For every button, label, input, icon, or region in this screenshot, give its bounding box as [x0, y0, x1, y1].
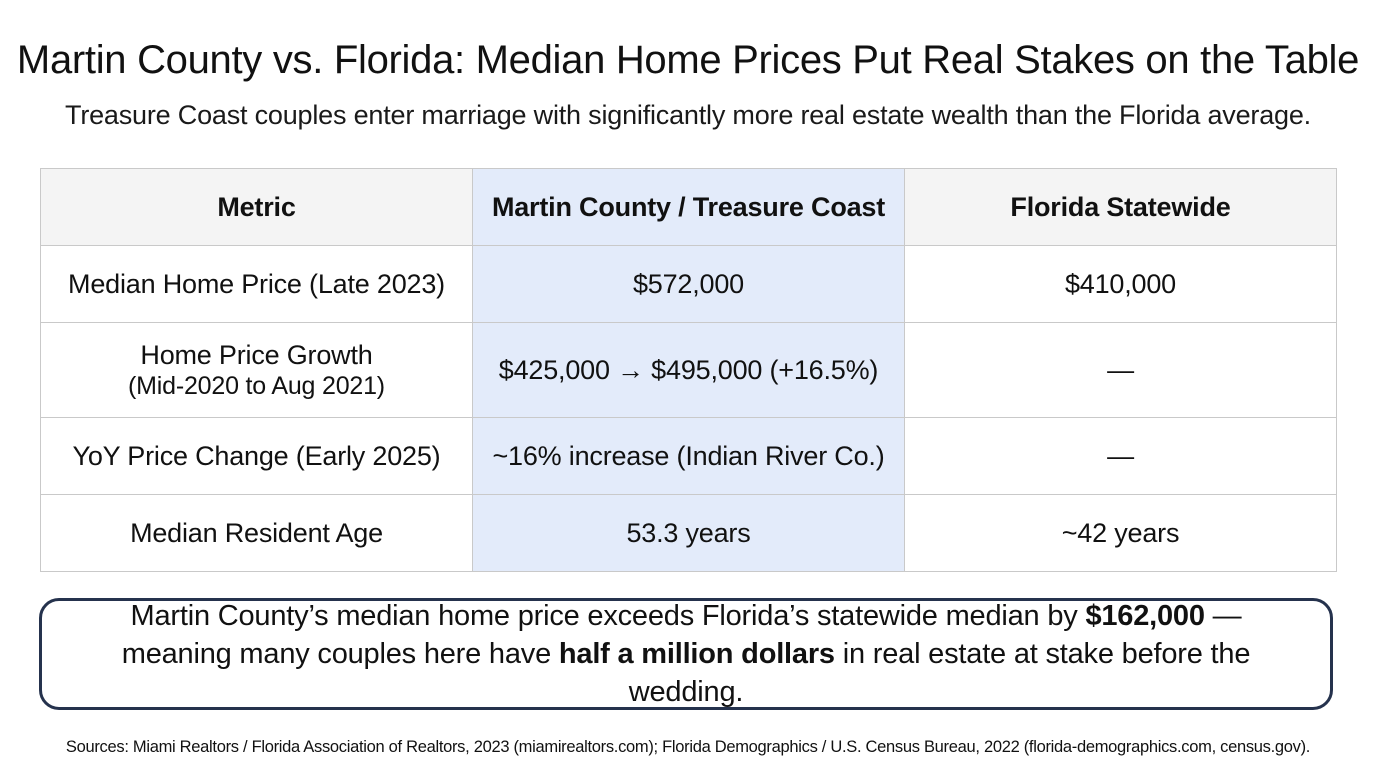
comparison-table: Metric Martin County / Treasure Coast Fl…	[40, 168, 1337, 572]
florida-value: ~42 years	[904, 494, 1337, 572]
table-row: YoY Price Change (Early 2025) ~16% incre…	[40, 417, 1337, 495]
florida-value: —	[904, 417, 1337, 495]
metric-cell: YoY Price Change (Early 2025)	[40, 417, 473, 495]
chart-subtitle: Treasure Coast couples enter marriage wi…	[65, 100, 1311, 130]
key-takeaway-callout: Martin County’s median home price exceed…	[39, 598, 1333, 710]
metric-label: Home Price Growth	[140, 340, 373, 370]
florida-value: —	[904, 322, 1337, 418]
metric-cell: Home Price Growth (Mid-2020 to Aug 2021)	[40, 322, 473, 418]
chart-title: Martin County vs. Florida: Median Home P…	[16, 38, 1360, 82]
metric-label: Median Home Price (Late 2023)	[68, 269, 445, 299]
table-row: Home Price Growth (Mid-2020 to Aug 2021)…	[40, 322, 1337, 418]
florida-value: $410,000	[904, 245, 1337, 323]
column-header-metric: Metric	[40, 168, 473, 246]
callout-text-part-3: in real estate at stake before the weddi…	[628, 638, 1251, 708]
martin-county-value: ~16% increase (Indian River Co.)	[472, 417, 905, 495]
metric-label: YoY Price Change (Early 2025)	[72, 441, 441, 471]
metric-cell: Median Home Price (Late 2023)	[40, 245, 473, 323]
table-row: Median Home Price (Late 2023) $572,000 $…	[40, 245, 1337, 323]
callout-highlight-amount: half a million dollars	[558, 638, 835, 670]
column-header-florida-statewide: Florida Statewide	[904, 168, 1337, 246]
callout-text-part-2: — meaning many couples here have	[121, 600, 1242, 670]
metric-note: (Mid-2020 to Aug 2021)	[128, 372, 385, 400]
callout-highlight-difference: $162,000	[1085, 600, 1205, 632]
callout-text-part-1: Martin County’s median home price exceed…	[130, 600, 1086, 632]
metric-cell: Median Resident Age	[40, 494, 473, 572]
table-header-row: Metric Martin County / Treasure Coast Fl…	[40, 168, 1337, 246]
martin-county-value: $425,000 → $495,000 (+16.5%)	[472, 322, 905, 418]
table-row: Median Resident Age 53.3 years ~42 years	[40, 494, 1337, 572]
column-header-martin-county: Martin County / Treasure Coast	[472, 168, 905, 246]
martin-county-value: 53.3 years	[472, 494, 905, 572]
metric-label: Median Resident Age	[130, 518, 383, 548]
sources-footnote: Sources: Miami Realtors / Florida Associ…	[65, 738, 1311, 756]
martin-county-value: $572,000	[472, 245, 905, 323]
callout-text: Martin County’s median home price exceed…	[72, 597, 1300, 711]
